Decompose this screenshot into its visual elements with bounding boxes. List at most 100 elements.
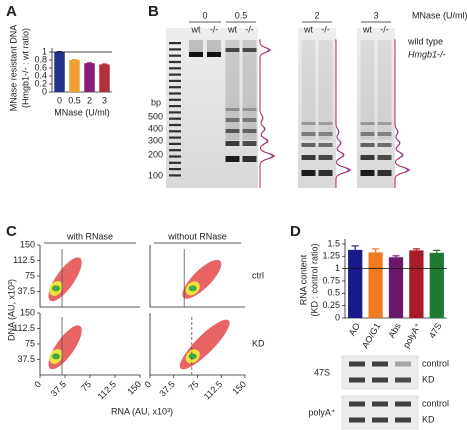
band [395, 417, 411, 423]
dose-label: 0 [202, 10, 207, 20]
x-tick-label: 0 [57, 95, 62, 105]
band [377, 170, 392, 176]
ladder-band [169, 73, 181, 76]
gel [341, 395, 419, 430]
event-cloud-center [188, 353, 197, 360]
band [360, 143, 375, 147]
x-tick-label: 3 [102, 95, 107, 105]
x-tick-label: 0.5 [68, 95, 81, 105]
genotype-label: wt [362, 24, 372, 34]
y-tick-label: 150 [20, 239, 35, 249]
smear [301, 40, 316, 140]
gel-lane-label: KD [422, 374, 435, 384]
band [301, 122, 316, 125]
smear [318, 40, 333, 140]
ladder-band [169, 86, 181, 89]
y-tick-label: 0 [335, 312, 340, 322]
gel [298, 28, 336, 188]
error-bar [392, 255, 400, 258]
bp-tick-label: 100 [148, 170, 163, 180]
y-axis-label: (Hmgb1-/- : wt ratio) [20, 28, 30, 108]
x-tick-label: 37.5 [49, 379, 68, 398]
band [349, 417, 365, 423]
error-bar [412, 248, 420, 251]
band [372, 401, 388, 407]
smear [225, 40, 240, 140]
band [225, 48, 240, 52]
lane [189, 40, 203, 57]
band [242, 129, 257, 133]
error-bar [433, 249, 441, 253]
legend-label: Hmgb1-/- [408, 49, 446, 59]
band [207, 52, 221, 57]
density-profile [335, 39, 352, 188]
panel-letter: C [6, 223, 17, 240]
density-profile [335, 39, 351, 188]
bar [84, 63, 95, 92]
x-axis-label: MNase (U/ml) [54, 107, 110, 117]
ladder-band [169, 174, 181, 177]
lane [301, 40, 316, 176]
x-tick-label: 47S [427, 321, 444, 340]
panel-letter: A [6, 3, 17, 20]
x-tick-label: 112.5 [202, 379, 225, 402]
band [301, 170, 316, 176]
band [189, 52, 203, 57]
ladder-band [169, 54, 181, 57]
y-tick-label: 0.6 [34, 62, 47, 72]
band [318, 132, 333, 136]
ladder-band [169, 130, 181, 133]
dose-label: 2 [314, 10, 319, 20]
x-tick-label: 150 [230, 379, 248, 397]
error-bar [372, 248, 380, 253]
lane [225, 40, 240, 162]
band [349, 361, 365, 367]
ladder-band [169, 98, 181, 101]
legend-label: wild type [407, 36, 443, 46]
bar [368, 252, 383, 318]
gel [341, 355, 419, 390]
band [360, 155, 375, 160]
band [395, 401, 411, 407]
band [225, 156, 240, 162]
y-tick-label: 112.5 [13, 255, 35, 265]
bp-tick-label: 400 [148, 123, 163, 133]
band [318, 170, 333, 176]
y-axis-label: RNA content [298, 254, 308, 305]
band [301, 155, 316, 160]
event-cloud-center [52, 353, 60, 360]
genotype-label: -/- [321, 24, 330, 34]
ladder-band [169, 48, 181, 51]
band [301, 132, 316, 136]
y-tick-label: 0 [42, 86, 47, 96]
y-tick-label: 112.5 [13, 323, 35, 333]
event-cloud [179, 319, 230, 370]
y-tick-label: 1.5 [327, 238, 340, 248]
band [318, 122, 333, 125]
bar [348, 249, 363, 318]
lane [360, 40, 375, 176]
band [318, 155, 333, 160]
row-label: ctrl [252, 270, 264, 280]
bar [99, 64, 110, 92]
error-bar [351, 245, 359, 250]
lane [242, 40, 257, 162]
band [349, 401, 365, 407]
bp-tick-label: 500 [148, 111, 163, 121]
ladder-band [169, 136, 181, 139]
band [225, 108, 240, 111]
band [360, 132, 375, 136]
lane [318, 40, 333, 176]
column-header: with RNase [66, 231, 113, 241]
y-axis-label: DNA (AU, x10³) [6, 279, 16, 341]
bar [388, 257, 404, 318]
x-tick-label: 37.5 [157, 379, 176, 398]
ladder-band [169, 123, 181, 127]
y-tick-label: 1 [335, 263, 340, 273]
smear [207, 40, 221, 52]
x-tick-label: 150 [125, 379, 143, 397]
lane [207, 40, 221, 57]
y-tick-label: 0.4 [34, 70, 47, 80]
gel-row-label: polyA⁺ [308, 407, 336, 417]
bar [69, 60, 80, 92]
